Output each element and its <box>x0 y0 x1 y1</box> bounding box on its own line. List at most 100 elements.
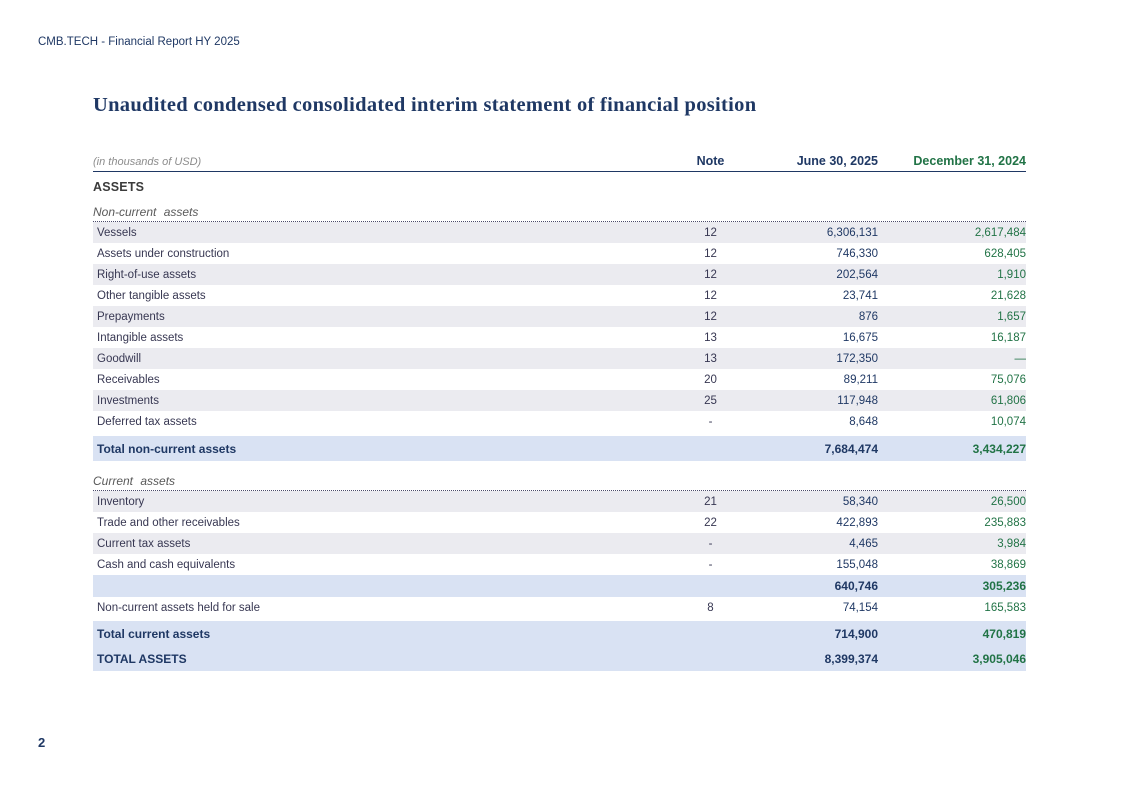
row-value-2025: 876 <box>858 310 878 323</box>
column-header-june-2025: June 30, 2025 <box>796 154 878 168</box>
row-value-2025: 58,340 <box>842 495 878 508</box>
row-value-2024: 628,405 <box>984 247 1026 260</box>
row-value-2025: 16,675 <box>842 331 878 344</box>
row-value-2024: 3,984 <box>997 537 1026 550</box>
row-label: Prepayments <box>97 310 165 323</box>
row-note: 12 <box>704 226 717 239</box>
page-number: 2 <box>38 735 46 750</box>
column-header-note: Note <box>696 154 725 168</box>
row-value-2025: 422,893 <box>836 516 878 529</box>
table-row: Vessels 12 6,306,131 2,617,484 <box>93 222 1026 243</box>
unit-label: (in thousands of USD) <box>93 156 202 168</box>
row-value-2024: 235,883 <box>984 516 1026 529</box>
table-row: Intangible assets 13 16,675 16,187 <box>93 327 1026 348</box>
section-assets: ASSETS <box>93 180 145 194</box>
table-header-row: (in thousands of USD) Note June 30, 2025… <box>93 154 1026 172</box>
row-value-2024: 165,583 <box>984 602 1026 614</box>
row-label: Assets under construction <box>97 247 230 260</box>
row-value-2025: 746,330 <box>836 247 878 260</box>
row-note: 12 <box>704 310 717 323</box>
row-label: Current tax assets <box>97 537 191 550</box>
column-header-december-2024: December 31, 2024 <box>913 154 1026 168</box>
total-label: Total current assets <box>97 626 211 641</box>
row-note: 25 <box>704 394 717 407</box>
row-value-2025: 4,465 <box>849 537 878 550</box>
table-row: Current tax assets - 4,465 3,984 <box>93 533 1026 554</box>
row-note: 12 <box>704 268 717 281</box>
subheading-current-assets: Current assets <box>93 473 1026 491</box>
grand-total-value-2024: 3,905,046 <box>972 651 1026 666</box>
subtotal-value-2024: 305,236 <box>982 579 1026 593</box>
row-note: 8 <box>707 602 714 614</box>
row-value-2024: 1,657 <box>997 310 1026 323</box>
table-row: Other tangible assets 12 23,741 21,628 <box>93 285 1026 306</box>
total-value-2024: 3,434,227 <box>972 441 1026 456</box>
row-value-2024: 16,187 <box>990 331 1026 344</box>
row-note: 21 <box>704 495 717 508</box>
row-label: Investments <box>97 394 159 407</box>
row-label: Inventory <box>97 495 145 508</box>
row-label: Intangible assets <box>97 331 184 344</box>
row-value-2024: 75,076 <box>990 373 1026 386</box>
table-row: Investments 25 117,948 61,806 <box>93 390 1026 411</box>
row-value-2024: 1,910 <box>997 268 1026 281</box>
table-row: Receivables 20 89,211 75,076 <box>93 369 1026 390</box>
row-label: Non-current assets held for sale <box>97 602 260 614</box>
row-value-2025: 202,564 <box>836 268 878 281</box>
row-value-2024: 10,074 <box>990 415 1026 428</box>
total-value-2025: 7,684,474 <box>824 441 878 456</box>
row-note: - <box>708 537 713 550</box>
table-row: Inventory 21 58,340 26,500 <box>93 491 1026 512</box>
table-row: Assets under construction 12 746,330 628… <box>93 243 1026 264</box>
row-value-2025: 89,211 <box>843 373 878 386</box>
total-current-assets-row: Total current assets 714,900 470,819 <box>93 621 1026 646</box>
row-label: Right-of-use assets <box>97 268 197 281</box>
row-value-2025: 8,648 <box>849 415 878 428</box>
row-value-2024: 38,869 <box>990 558 1026 571</box>
main-content: Unaudited condensed consolidated interim… <box>93 0 1026 671</box>
grand-total-label: TOTAL ASSETS <box>97 651 187 666</box>
table-row: Cash and cash equivalents - 155,048 38,8… <box>93 554 1026 575</box>
row-label: Deferred tax assets <box>97 415 197 428</box>
row-value-2025: 74,154 <box>842 602 878 614</box>
row-label: Vessels <box>97 226 137 239</box>
row-value-2025: 155,048 <box>836 558 878 571</box>
row-label: Goodwill <box>97 352 142 365</box>
total-assets-row: TOTAL ASSETS 8,399,374 3,905,046 <box>93 646 1026 671</box>
page-title: Unaudited condensed consolidated interim… <box>93 94 757 116</box>
document-header: CMB.TECH - Financial Report HY 2025 <box>38 36 240 48</box>
row-note: 12 <box>704 289 717 302</box>
row-value-2025: 6,306,131 <box>826 226 878 239</box>
row-note: - <box>708 558 713 571</box>
table-row: Non-current assets held for sale 8 74,15… <box>93 597 1026 619</box>
row-label: Receivables <box>97 373 160 386</box>
row-value-2024: 26,500 <box>990 495 1026 508</box>
row-label: Other tangible assets <box>97 289 206 302</box>
row-value-2024: — <box>1014 352 1027 365</box>
row-note: 22 <box>704 516 717 529</box>
row-note: - <box>708 415 713 428</box>
subtotal-value-2025: 640,746 <box>834 579 878 593</box>
row-value-2024: 61,806 <box>990 394 1026 407</box>
subheading-non-current-assets: Non-current assets <box>93 204 1026 222</box>
table-row: Trade and other receivables 22 422,893 2… <box>93 512 1026 533</box>
row-value-2025: 117,948 <box>837 394 878 407</box>
grand-total-value-2025: 8,399,374 <box>824 651 878 666</box>
current-assets-subtotal-row: 640,746 305,236 <box>93 575 1026 597</box>
total-value-2024: 470,819 <box>982 626 1026 641</box>
total-label: Total non-current assets <box>97 441 237 456</box>
total-value-2025: 714,900 <box>834 626 878 641</box>
table-row: Right-of-use assets 12 202,564 1,910 <box>93 264 1026 285</box>
row-note: 12 <box>704 247 717 260</box>
row-value-2025: 23,741 <box>842 289 878 302</box>
row-note: 13 <box>704 352 717 365</box>
table-row: Goodwill 13 172,350 — <box>93 348 1026 369</box>
row-note: 13 <box>704 331 717 344</box>
total-non-current-assets-row: Total non-current assets 7,684,474 3,434… <box>93 436 1026 461</box>
row-value-2024: 2,617,484 <box>974 226 1026 239</box>
row-value-2025: 172,350 <box>836 352 878 365</box>
row-value-2024: 21,628 <box>990 289 1026 302</box>
table-row: Deferred tax assets - 8,648 10,074 <box>93 411 1026 432</box>
row-note: 20 <box>704 373 717 386</box>
